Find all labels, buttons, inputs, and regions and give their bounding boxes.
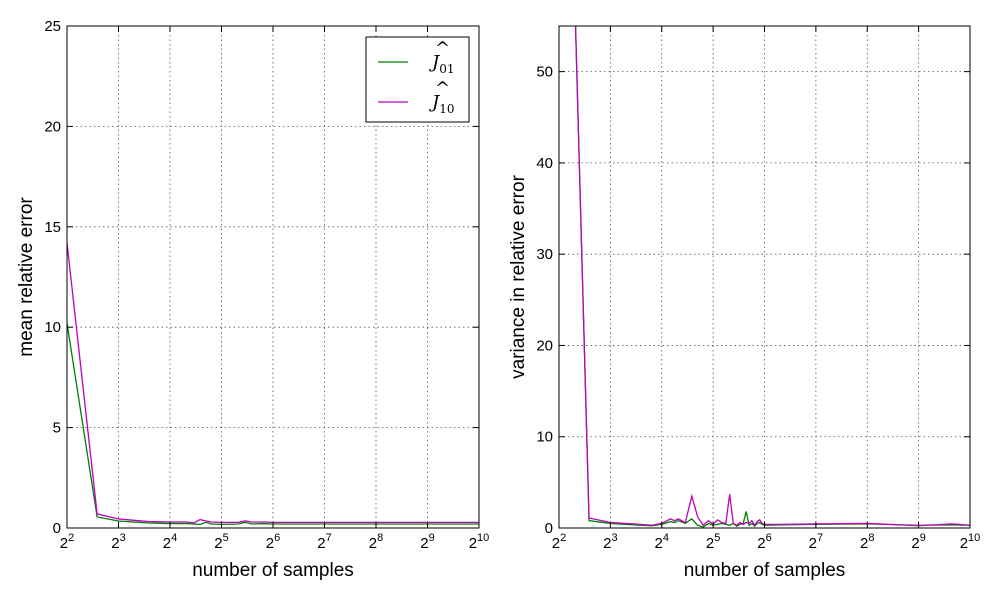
y-tick-label: 0 bbox=[53, 520, 61, 537]
y-tick-label: 5 bbox=[53, 420, 61, 437]
y-tick-label: 25 bbox=[44, 18, 61, 35]
y-tick-label: 0 bbox=[545, 520, 553, 537]
x-tick-label: 28 bbox=[369, 532, 383, 552]
x-tick-label: 23 bbox=[111, 532, 125, 552]
legend: J01^J10^ bbox=[365, 36, 470, 123]
y-axis-label: mean relative error bbox=[16, 197, 37, 357]
x-tick-label: 24 bbox=[655, 532, 669, 552]
legend-box bbox=[365, 36, 470, 123]
y-tick-label: 10 bbox=[536, 429, 553, 446]
grid-lines bbox=[559, 26, 970, 528]
legend-hat: ^ bbox=[435, 38, 450, 59]
x-tick-label: 25 bbox=[214, 532, 228, 552]
x-tick-label: 26 bbox=[757, 532, 771, 552]
y-axis-label: variance in relative error bbox=[508, 174, 529, 378]
x-tick-label: 210 bbox=[960, 532, 981, 552]
y-tick-label: 30 bbox=[536, 246, 553, 263]
x-tick-label: 25 bbox=[706, 532, 720, 552]
y-tick-label: 10 bbox=[44, 319, 61, 336]
x-tick-label: 28 bbox=[860, 532, 874, 552]
plot-frame bbox=[558, 25, 971, 529]
x-tick-label: 22 bbox=[60, 532, 74, 552]
y-tick-label: 20 bbox=[536, 337, 553, 354]
y-tick-label: 20 bbox=[44, 118, 61, 135]
x-tick-label: 23 bbox=[603, 532, 617, 552]
x-tick-label: 27 bbox=[317, 532, 331, 552]
x-tick-label: 210 bbox=[469, 532, 490, 552]
x-axis-label: number of samples bbox=[192, 560, 354, 581]
x-tick-label: 22 bbox=[552, 532, 566, 552]
y-tick-label: 40 bbox=[536, 155, 553, 172]
series-line-j10 bbox=[574, 26, 970, 527]
x-tick-label: 27 bbox=[809, 532, 823, 552]
legend-label: J10 bbox=[428, 92, 455, 116]
x-axis-label: number of samples bbox=[684, 560, 846, 581]
x-tick-label: 26 bbox=[266, 532, 280, 552]
legend-hat: ^ bbox=[435, 78, 450, 99]
x-tick-label: 29 bbox=[911, 532, 925, 552]
x-tick-label: 29 bbox=[420, 532, 434, 552]
y-tick-label: 50 bbox=[536, 64, 553, 81]
left-chart-panel: 22 23 24 25 26 27 28 29 210 0 5 10 15 20 25 number of s… bbox=[16, 18, 489, 581]
x-tick-label: 24 bbox=[163, 532, 177, 552]
right-chart-panel: 22 23 24 25 26 27 28 29 210 0 10 20 30 40 50 number of … bbox=[508, 25, 981, 581]
y-tick-label: 15 bbox=[44, 219, 61, 236]
series-line-j01 bbox=[574, 26, 970, 528]
grid-lines bbox=[67, 26, 479, 528]
legend-label: J01 bbox=[428, 52, 455, 76]
